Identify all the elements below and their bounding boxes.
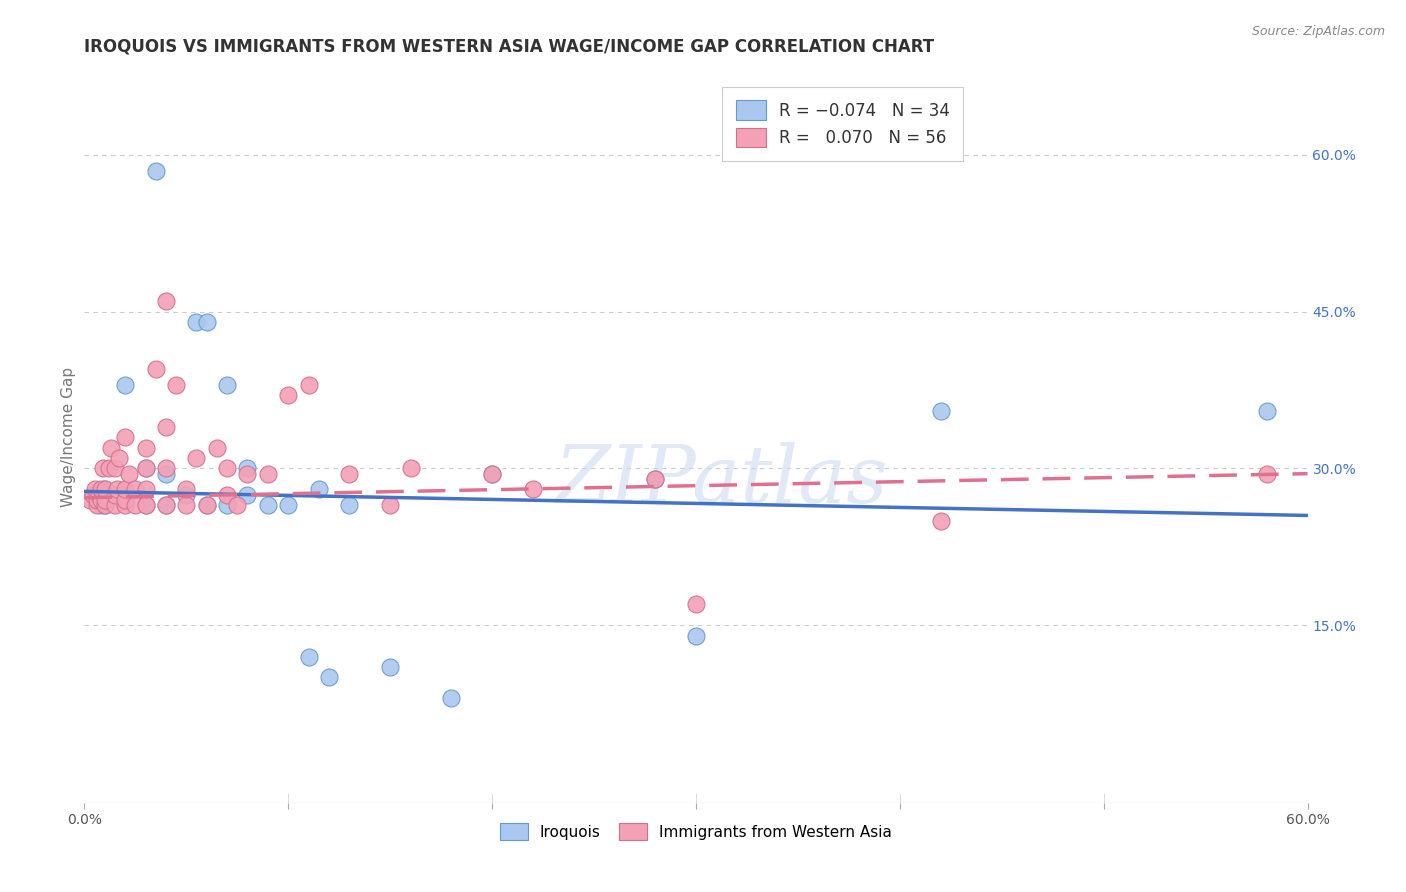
Point — [236, 467, 259, 481]
Point — [380, 498, 402, 512]
Point — [155, 419, 177, 434]
Point — [79, 492, 101, 507]
Point — [685, 597, 707, 611]
Point — [135, 498, 157, 512]
Point — [217, 461, 239, 475]
Point — [90, 492, 112, 507]
Point — [91, 461, 114, 475]
Point — [195, 498, 218, 512]
Point — [644, 472, 666, 486]
Point — [481, 467, 503, 481]
Point — [308, 483, 330, 497]
Point — [165, 377, 187, 392]
Point — [399, 461, 422, 475]
Point — [174, 498, 197, 512]
Point — [145, 362, 167, 376]
Point — [114, 492, 136, 507]
Point — [108, 450, 131, 465]
Point — [93, 498, 115, 512]
Point — [114, 492, 136, 507]
Point — [318, 670, 340, 684]
Point — [135, 498, 157, 512]
Point — [83, 487, 105, 501]
Point — [97, 461, 120, 475]
Point — [93, 498, 115, 512]
Point — [1256, 467, 1278, 481]
Point — [104, 461, 127, 475]
Point — [236, 461, 259, 475]
Point — [257, 498, 280, 512]
Point — [90, 483, 112, 497]
Point — [339, 467, 361, 481]
Point — [155, 498, 177, 512]
Point — [236, 487, 259, 501]
Point — [135, 483, 157, 497]
Point — [155, 294, 177, 309]
Point — [195, 315, 218, 329]
Point — [217, 377, 239, 392]
Point — [82, 487, 104, 501]
Point — [155, 467, 177, 481]
Point — [481, 467, 503, 481]
Point — [522, 483, 544, 497]
Point — [257, 467, 280, 481]
Legend: Iroquois, Immigrants from Western Asia: Iroquois, Immigrants from Western Asia — [494, 816, 898, 847]
Point — [929, 514, 952, 528]
Point — [124, 498, 146, 512]
Point — [87, 495, 110, 509]
Point — [87, 487, 110, 501]
Point — [104, 487, 127, 501]
Point — [155, 461, 177, 475]
Point — [155, 498, 177, 512]
Point — [114, 430, 136, 444]
Point — [93, 483, 115, 497]
Point — [86, 492, 108, 507]
Point — [114, 498, 136, 512]
Point — [135, 461, 157, 475]
Point — [145, 163, 167, 178]
Point — [298, 377, 321, 392]
Point — [205, 441, 228, 455]
Point — [929, 404, 952, 418]
Point — [174, 483, 197, 497]
Point — [83, 483, 105, 497]
Point — [100, 441, 122, 455]
Point — [685, 629, 707, 643]
Point — [114, 377, 136, 392]
Point — [90, 498, 112, 512]
Point — [380, 660, 402, 674]
Point — [217, 498, 239, 512]
Text: ZIPatlas: ZIPatlas — [554, 442, 887, 520]
Point — [195, 498, 218, 512]
Point — [217, 487, 239, 501]
Point — [135, 441, 157, 455]
Point — [186, 315, 208, 329]
Point — [93, 483, 115, 497]
Y-axis label: Wage/Income Gap: Wage/Income Gap — [60, 367, 76, 508]
Text: IROQUOIS VS IMMIGRANTS FROM WESTERN ASIA WAGE/INCOME GAP CORRELATION CHART: IROQUOIS VS IMMIGRANTS FROM WESTERN ASIA… — [84, 38, 935, 56]
Point — [174, 487, 197, 501]
Point — [1256, 404, 1278, 418]
Point — [339, 498, 361, 512]
Point — [124, 483, 146, 497]
Point — [93, 492, 115, 507]
Point — [105, 483, 128, 497]
Point — [277, 388, 299, 402]
Point — [186, 450, 208, 465]
Point — [86, 492, 108, 507]
Point — [86, 498, 108, 512]
Point — [277, 498, 299, 512]
Point — [118, 467, 141, 481]
Point — [298, 649, 321, 664]
Point — [440, 691, 463, 706]
Point — [93, 492, 115, 507]
Point — [226, 498, 249, 512]
Point — [104, 498, 127, 512]
Point — [135, 461, 157, 475]
Text: Source: ZipAtlas.com: Source: ZipAtlas.com — [1251, 25, 1385, 38]
Point — [644, 472, 666, 486]
Point — [114, 483, 136, 497]
